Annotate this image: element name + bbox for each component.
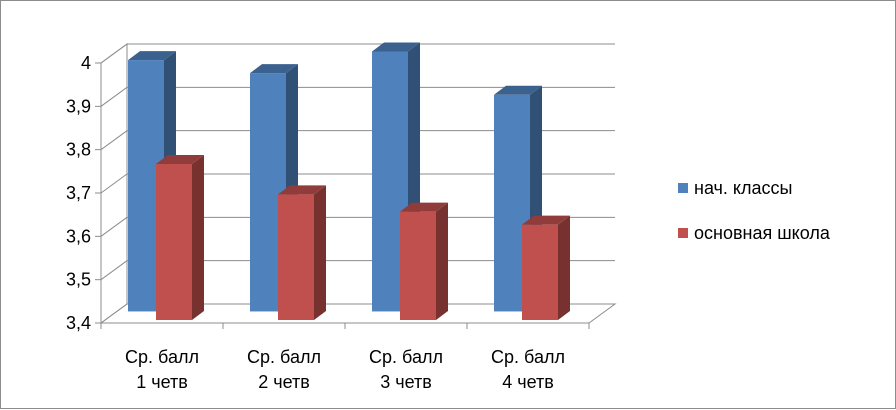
bar-side bbox=[314, 185, 326, 320]
bar-front bbox=[522, 224, 558, 320]
x-category-label: 1 четв bbox=[136, 372, 188, 392]
bar-side bbox=[192, 155, 204, 320]
bar-basic-1 bbox=[156, 155, 204, 320]
y-tick-label: 4 bbox=[81, 53, 91, 73]
gridline-depth bbox=[100, 173, 128, 194]
bar-side bbox=[436, 202, 448, 320]
gridline-depth bbox=[100, 130, 128, 151]
y-tick-label: 3,7 bbox=[66, 183, 91, 203]
bar-top bbox=[400, 202, 448, 212]
bar-top bbox=[128, 51, 176, 61]
x-category-label: 4 четв bbox=[502, 372, 554, 392]
bar-side bbox=[558, 215, 570, 320]
gridline-depth bbox=[100, 303, 128, 324]
bar-front bbox=[400, 211, 436, 320]
bar-basic-2 bbox=[278, 185, 326, 320]
legend-swatch bbox=[678, 228, 688, 238]
y-axis-ticks: 3,4 3,5 3,6 3,7 3,8 3,9 4 bbox=[66, 53, 91, 333]
y-tick-label: 3,9 bbox=[66, 96, 91, 116]
x-axis-labels: Ср. балл 1 четв Ср. балл 2 четв Ср. балл 3 че… bbox=[125, 347, 565, 392]
x-category-label: Ср. балл bbox=[125, 347, 199, 367]
y-tick-label: 3,8 bbox=[66, 140, 91, 160]
bar-top bbox=[250, 64, 298, 74]
x-category-label: Ср. балл bbox=[369, 347, 443, 367]
bar-top bbox=[494, 85, 542, 95]
bars bbox=[128, 42, 570, 320]
x-category-label: Ср. балл bbox=[491, 347, 565, 367]
gridline-depth bbox=[100, 260, 128, 281]
y-tick-label: 3,6 bbox=[66, 226, 91, 246]
bar-basic-3 bbox=[400, 202, 448, 320]
legend-label: основная школа bbox=[694, 223, 831, 243]
bar-top bbox=[372, 42, 420, 52]
bar-top bbox=[156, 155, 204, 164]
legend-swatch bbox=[678, 183, 688, 193]
bar-top bbox=[278, 185, 326, 195]
gridline-depth bbox=[100, 86, 128, 107]
legend: нач. классы основная школа bbox=[678, 178, 831, 243]
y-tick-label: 3,5 bbox=[66, 270, 91, 290]
x-category-label: 3 четв bbox=[380, 372, 432, 392]
x-category-label: Ср. балл bbox=[247, 347, 321, 367]
bar-top bbox=[522, 215, 570, 225]
gridline-depth bbox=[100, 216, 128, 237]
x-category-label: 2 четв bbox=[258, 372, 310, 392]
gridline-depth bbox=[100, 43, 128, 64]
bar-front bbox=[156, 164, 192, 320]
y-tick-label: 3,4 bbox=[66, 313, 91, 333]
bar-front bbox=[278, 194, 314, 320]
legend-label: нач. классы bbox=[694, 178, 792, 198]
side-wall bbox=[100, 43, 128, 304]
bar-basic-4 bbox=[522, 215, 570, 320]
